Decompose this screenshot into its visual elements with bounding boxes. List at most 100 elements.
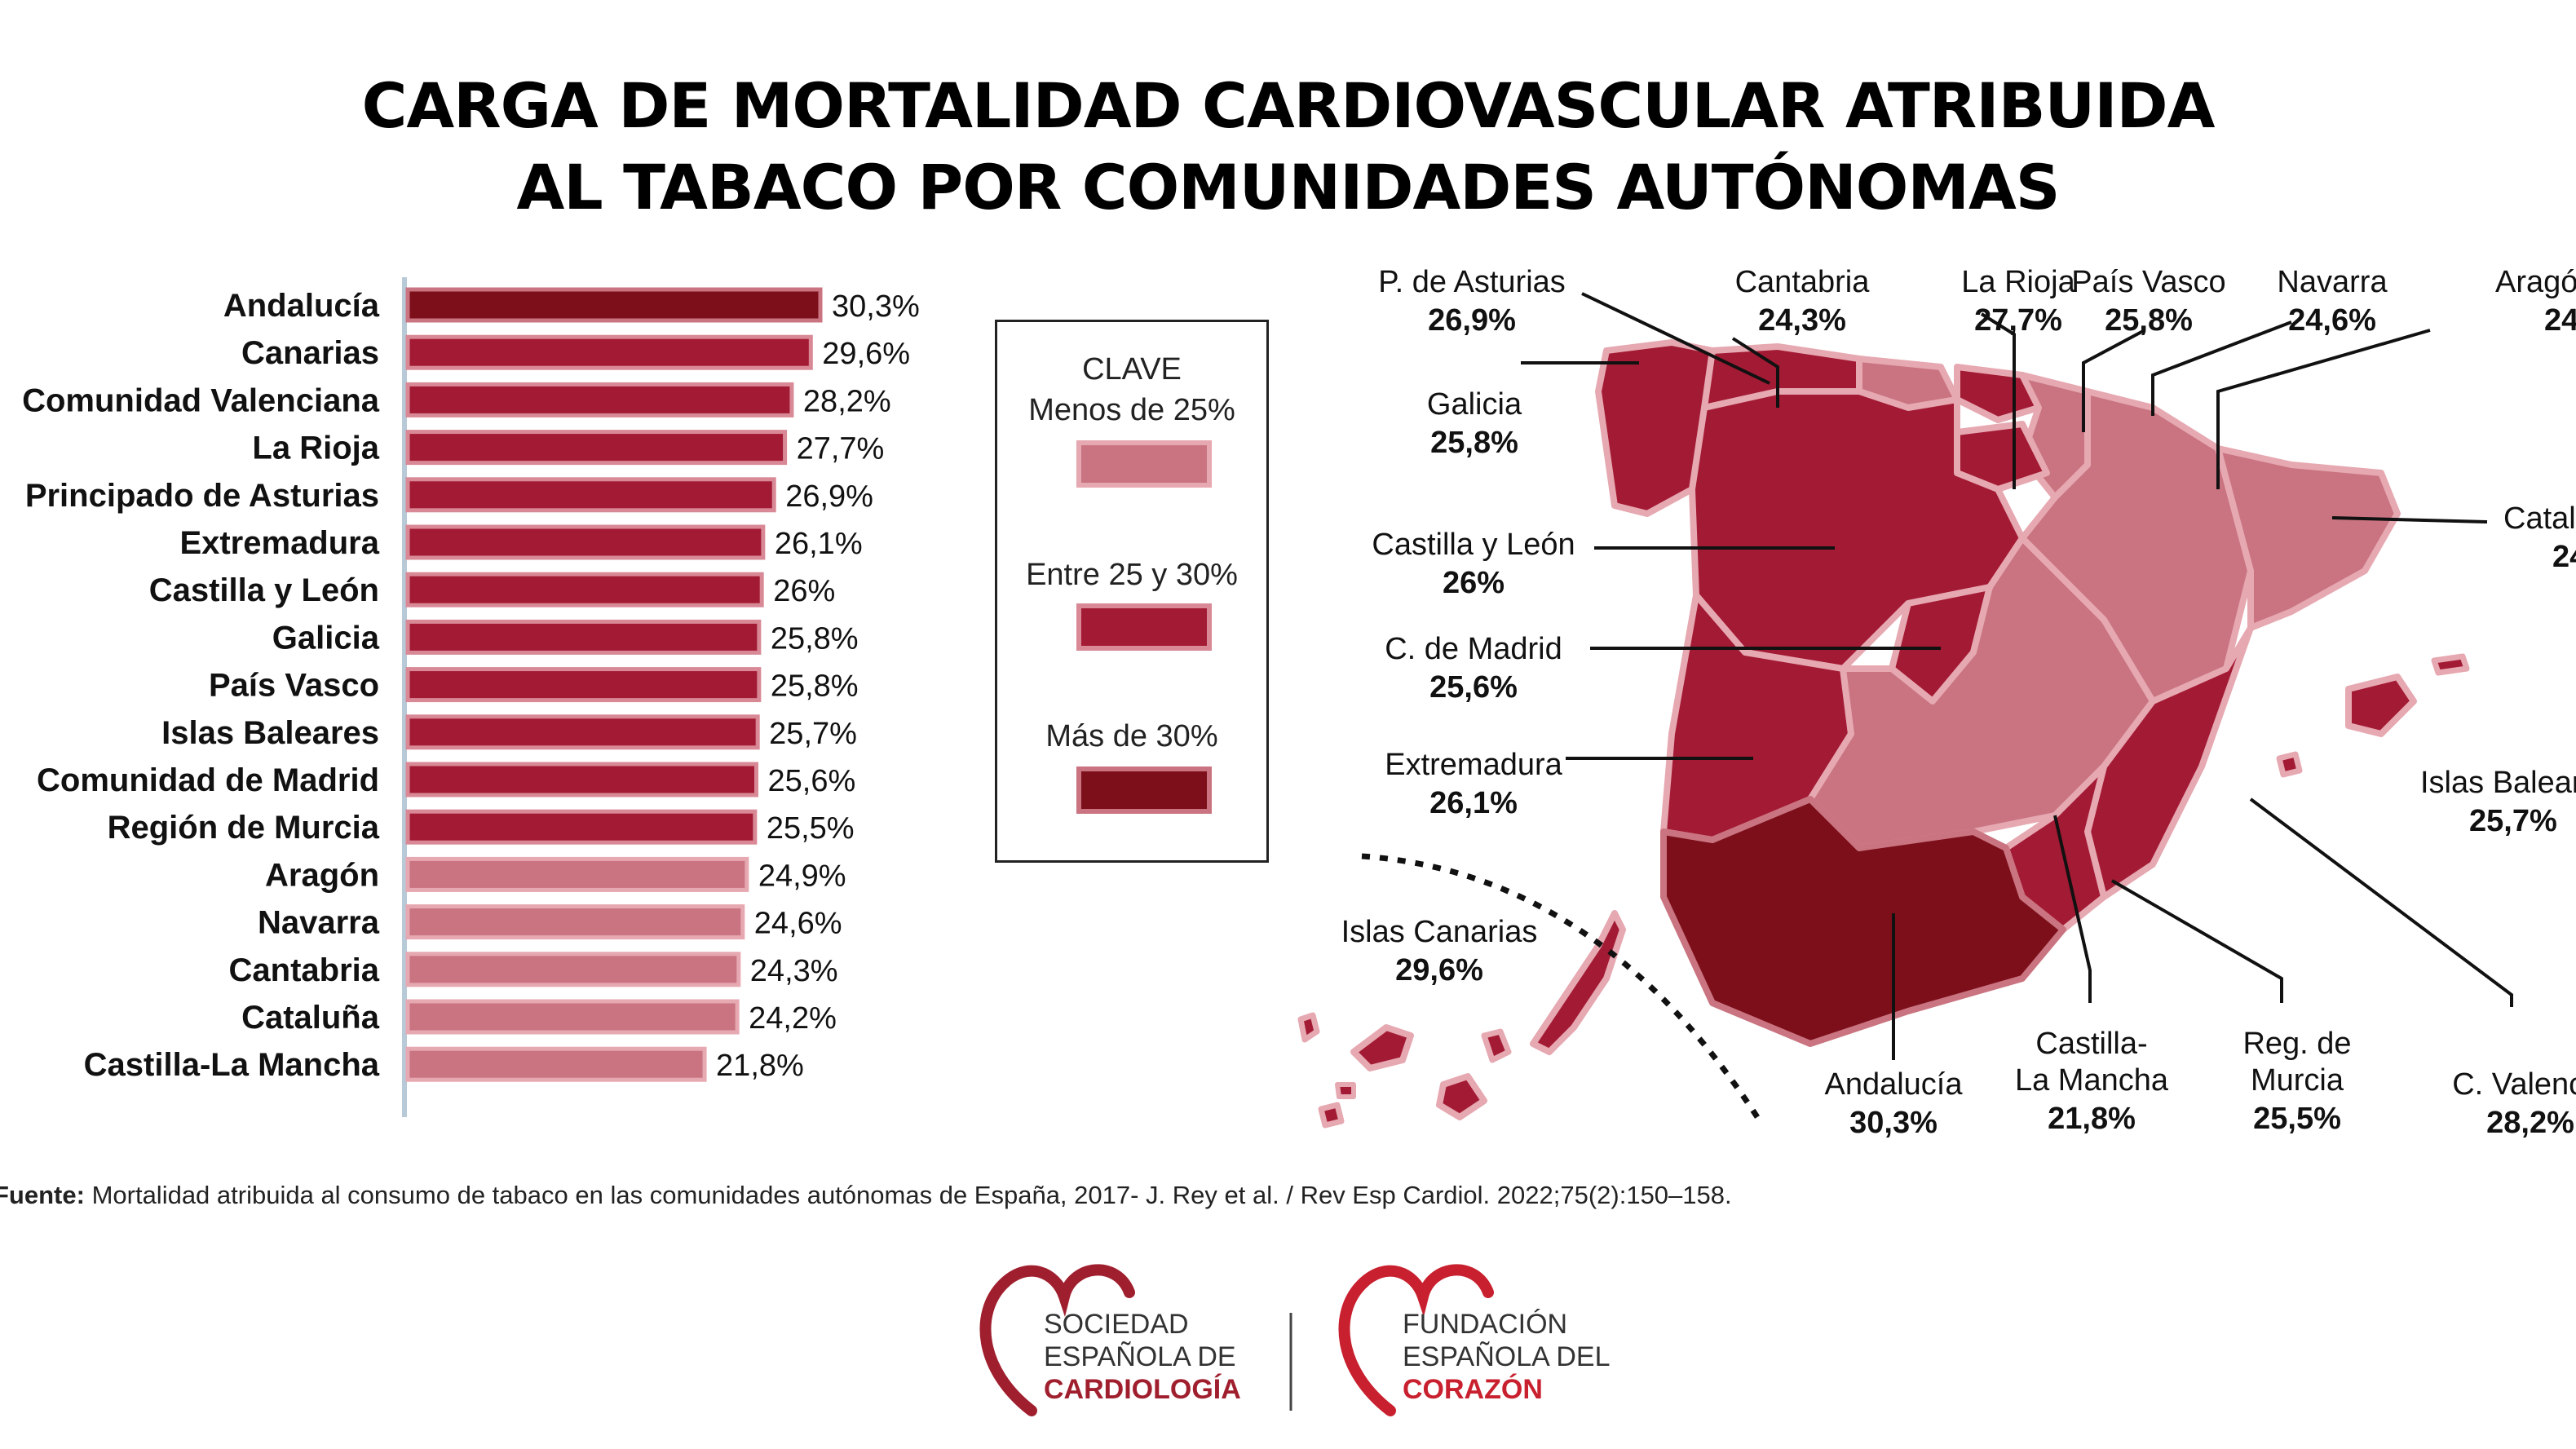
sec-heart-icon [979, 1264, 1135, 1416]
title-line-1: CARGA DE MORTALIDAD CARDIOVASCULAR ATRIB… [361, 69, 2216, 142]
bar-label-13: Navarra [258, 905, 380, 941]
map-value-2: 27,7% [1974, 303, 2062, 338]
region-andalucia [1660, 796, 2066, 1047]
map-name-6: Galicia [1427, 387, 1522, 422]
bar-label-1: Canarias [241, 335, 379, 371]
bar-value-4: 26,9% [785, 479, 873, 514]
fec-logo: FUNDACIÓN ESPAÑOLA DEL CORAZÓN [1338, 1264, 1611, 1416]
bar-8 [405, 667, 762, 703]
map-name-2: La Rioja [1961, 265, 2075, 299]
legend-swatch-mid [1076, 603, 1212, 651]
title-line-2: AL TABACO POR COMUNIDADES AUTÓNOMAS [516, 151, 2060, 223]
bar-value-15: 24,2% [749, 1001, 837, 1036]
map-value-0: 26,9% [1428, 303, 1516, 338]
map-value-10: 25,7% [2469, 804, 2557, 838]
bar-15 [405, 999, 740, 1035]
region-baleares-ibiza [2276, 751, 2303, 778]
leader-aragon [2216, 329, 2431, 489]
map-name-14-1: La Mancha [2015, 1063, 2169, 1098]
bar-value-3: 27,7% [797, 432, 885, 466]
map-name-1: Cantabria [1735, 265, 1871, 299]
sec-line-1: SOCIEDAD [1044, 1309, 1189, 1340]
bar-value-9: 25,7% [769, 717, 857, 751]
bar-label-8: País Vasco [209, 668, 379, 704]
bar-label-4: Principado de Asturias [25, 478, 379, 514]
map-value-11: 26,1% [1429, 786, 1518, 820]
source-label: Fuente: [0, 1181, 85, 1209]
legend-box: CLAVE Menos de 25% Entre 25 y 30% Más de… [995, 320, 1269, 863]
bar-value-6: 26% [773, 574, 835, 608]
bar-label-6: Castilla y León [149, 572, 379, 608]
bar-value-12: 24,9% [758, 859, 846, 893]
bar-value-2: 28,2% [803, 384, 891, 418]
map-value-7: 24,2% [2552, 540, 2576, 574]
fec-heart-icon [1338, 1264, 1494, 1416]
region-baleares-menorca [2431, 653, 2470, 676]
bar-13 [405, 904, 745, 940]
bar-label-5: Extremadura [179, 525, 379, 561]
bar-label-10: Comunidad de Madrid [37, 762, 379, 798]
bar-11 [405, 809, 758, 845]
bar-value-14: 24,3% [750, 954, 838, 988]
bar-7 [405, 619, 762, 655]
bar-2 [405, 382, 794, 417]
leader-murcia [2111, 879, 2283, 1003]
sec-logo: SOCIEDAD ESPAÑOLA DE CARDIOLOGÍA [979, 1264, 1241, 1416]
map-value-14: 21,8% [2048, 1102, 2136, 1136]
region-pais-vasco [1954, 364, 2042, 423]
bar-label-7: Galicia [272, 620, 380, 656]
legend-label-high: Más de 30% [1045, 719, 1217, 753]
bar-label-2: Comunidad Valenciana [22, 382, 380, 418]
spain-map: P. de Asturias 26,9% Cantabria 24,3% La Rioj… [1297, 265, 2576, 1140]
region-canarias-3 [1481, 1028, 1512, 1063]
leader-cantabria [1731, 337, 1779, 408]
bar-0 [405, 287, 823, 323]
bar-3 [405, 430, 788, 466]
map-value-15: 25,5% [2253, 1102, 2341, 1136]
chart-title: CARGA DE MORTALIDAD CARDIOVASCULAR ATRIB… [0, 65, 2576, 228]
leader-valenciana [2249, 797, 2513, 1007]
region-canarias-7 [1335, 1082, 1356, 1099]
map-name-8: Castilla y León [1372, 528, 1575, 562]
legend-title: CLAVE [1082, 352, 1182, 387]
leader-pais-vasco [2082, 329, 2145, 432]
bar-value-10: 25,6% [768, 764, 856, 798]
bar-value-13: 24,6% [754, 907, 842, 941]
bar-6 [405, 572, 764, 607]
bar-value-8: 25,8% [771, 669, 859, 704]
map-name-11: Extremadura [1385, 748, 1562, 782]
bar-label-14: Cantabria [229, 952, 380, 988]
map-value-9: 25,6% [1429, 670, 1518, 705]
leader-navarra [2151, 320, 2292, 416]
bar-value-16: 21,8% [716, 1049, 804, 1083]
map-value-12: 29,6% [1395, 953, 1483, 987]
legend-label-mid: Entre 25 y 30% [1026, 558, 1238, 592]
legend-svg: CLAVE Menos de 25% Entre 25 y 30% Más de… [1026, 352, 1238, 814]
bar-chart: Andalucía 30,3% Canarias 29,6% Comunidad Val… [22, 277, 920, 1117]
map-value-13: 30,3% [1849, 1106, 1938, 1140]
bar-16 [405, 1046, 707, 1082]
bar-label-3: La Rioja [252, 431, 379, 466]
map-value-1: 24,3% [1758, 303, 1846, 338]
bar-label-16: Castilla-La Mancha [84, 1047, 380, 1083]
map-name-5: Aragón [2495, 265, 2576, 299]
map-name-12: Islas Canarias [1341, 915, 1538, 949]
bar-14 [405, 952, 741, 987]
map-name-0: P. de Asturias [1378, 265, 1566, 299]
bar-9 [405, 714, 760, 750]
map-name-10: Islas Baleares [2420, 766, 2576, 800]
legend-label-low: Menos de 25% [1028, 393, 1235, 427]
map-value-4: 24,6% [2288, 303, 2376, 338]
legend-swatch-low [1076, 440, 1212, 488]
legend-swatch-high [1076, 766, 1212, 814]
map-name-16: C. Valencia [2452, 1067, 2576, 1102]
map-value-16: 28,2% [2486, 1106, 2574, 1140]
map-name-9: C. de Madrid [1385, 632, 1562, 666]
leader-la-rioja [1980, 312, 2016, 489]
fec-line-3: CORAZÓN [1403, 1374, 1543, 1405]
leader-asturias [1581, 292, 1770, 385]
bar-value-5: 26,1% [775, 527, 863, 561]
bar-value-0: 30,3% [832, 289, 920, 324]
bar-12 [405, 856, 749, 892]
map-name-14-0: Castilla- [2035, 1027, 2147, 1061]
